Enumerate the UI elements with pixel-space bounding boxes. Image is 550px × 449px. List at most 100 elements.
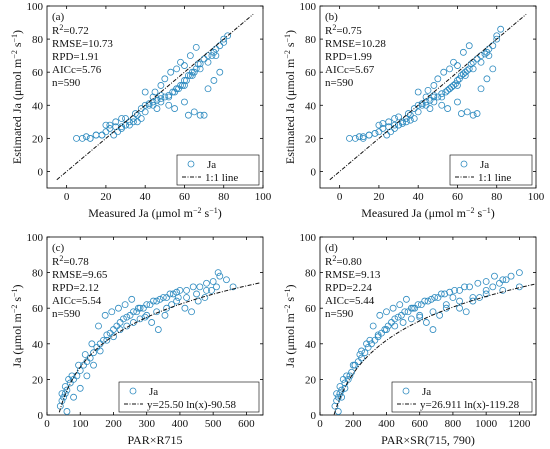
- y-tick-label: 80: [32, 268, 44, 280]
- data-point: [126, 121, 133, 129]
- data-point: [456, 75, 463, 83]
- data-point: [336, 390, 344, 398]
- data-point: [344, 375, 352, 383]
- data-point: [153, 297, 161, 305]
- data-point: [489, 42, 497, 50]
- data-point: [461, 72, 469, 79]
- data-point: [446, 85, 454, 93]
- legend-line-label: 1:1 line: [478, 172, 511, 184]
- data-point: [422, 101, 430, 109]
- data-point: [204, 58, 212, 66]
- data-point: [141, 101, 149, 109]
- data-point: [341, 384, 349, 392]
- x-tick-label: 80: [218, 191, 230, 203]
- y-axis-label: Ja (μmol m−2 s−1): [283, 284, 298, 367]
- data-point: [407, 315, 415, 323]
- y-axis-label: Estimated Ja (μmol m−2 s−1): [283, 30, 298, 164]
- data-point: [424, 86, 432, 94]
- data-point: [489, 283, 497, 291]
- data-point: [356, 351, 364, 358]
- data-point: [374, 333, 382, 341]
- data-point: [83, 372, 91, 380]
- data-point: [440, 68, 448, 76]
- data-point: [442, 88, 450, 96]
- data-point: [153, 308, 161, 316]
- x-tick-label: 0: [44, 418, 50, 430]
- data-point: [157, 98, 165, 106]
- data-point: [454, 62, 461, 69]
- data-point: [427, 295, 435, 303]
- data-point: [156, 295, 164, 303]
- data-point: [429, 308, 437, 316]
- x-tick-label: 100: [72, 418, 89, 430]
- x-tick-label: 200: [105, 418, 122, 430]
- data-point: [430, 91, 438, 99]
- data-point: [188, 72, 196, 79]
- data-point: [173, 297, 181, 305]
- stat-line: RMSE=9.13: [325, 269, 381, 281]
- y-tick-label: 60: [305, 303, 317, 315]
- data-point: [134, 304, 142, 312]
- data-point: [137, 105, 145, 112]
- y-axis-label: Ja (μmol m−2 s−1): [10, 284, 25, 367]
- data-point: [434, 93, 442, 101]
- data-point: [463, 108, 471, 116]
- data-point: [399, 120, 406, 127]
- data-point: [349, 361, 357, 369]
- data-point: [174, 294, 182, 301]
- data-point: [346, 134, 353, 142]
- data-point: [416, 313, 424, 321]
- y-tick-label: 40: [305, 100, 317, 112]
- data-point: [444, 86, 452, 94]
- stat-line: AICc=5.76: [52, 64, 102, 76]
- x-tick-label: 500: [205, 418, 222, 430]
- plot-data: [56, 269, 260, 415]
- data-point: [181, 82, 188, 89]
- stat-line: RMSE=9.65: [52, 269, 108, 281]
- data-point: [229, 283, 237, 291]
- stat-line: AICc=5.67: [325, 64, 375, 76]
- data-point: [461, 283, 468, 291]
- data-point: [216, 272, 224, 280]
- data-point: [414, 101, 422, 109]
- data-point: [493, 35, 501, 43]
- data-point: [181, 62, 188, 69]
- data-point: [446, 65, 454, 73]
- data-point: [143, 301, 151, 309]
- legend: Ja1:1 line: [449, 154, 533, 186]
- data-point: [76, 384, 84, 392]
- data-point: [502, 276, 510, 284]
- x-tick-label: 1000: [475, 418, 498, 430]
- data-point: [196, 60, 204, 68]
- data-point: [437, 290, 445, 298]
- data-point: [196, 65, 204, 73]
- data-point: [70, 393, 77, 401]
- data-point: [194, 297, 202, 305]
- data-point: [190, 108, 198, 116]
- data-point: [450, 58, 457, 66]
- data-point: [136, 304, 144, 312]
- data-point: [442, 301, 450, 309]
- y-tick-label: 100: [27, 232, 44, 244]
- x-tick-label: 20: [100, 191, 112, 203]
- data-point: [157, 95, 165, 103]
- data-point: [395, 121, 402, 129]
- stat-line: R2=0.72: [52, 23, 89, 38]
- data-point: [208, 286, 215, 294]
- data-point: [402, 295, 410, 303]
- data-point: [485, 45, 493, 53]
- data-point: [193, 290, 200, 298]
- data-point: [120, 315, 127, 323]
- data-point: [409, 304, 417, 312]
- data-point: [374, 331, 382, 339]
- data-point: [167, 68, 175, 76]
- x-tick-label: 60: [179, 191, 191, 203]
- data-point: [485, 52, 493, 60]
- data-point: [188, 68, 196, 76]
- data-point: [203, 279, 210, 287]
- data-point: [196, 111, 204, 119]
- legend-marker: [402, 387, 410, 395]
- data-point: [181, 77, 188, 84]
- data-point: [137, 115, 145, 122]
- data-point: [391, 315, 399, 323]
